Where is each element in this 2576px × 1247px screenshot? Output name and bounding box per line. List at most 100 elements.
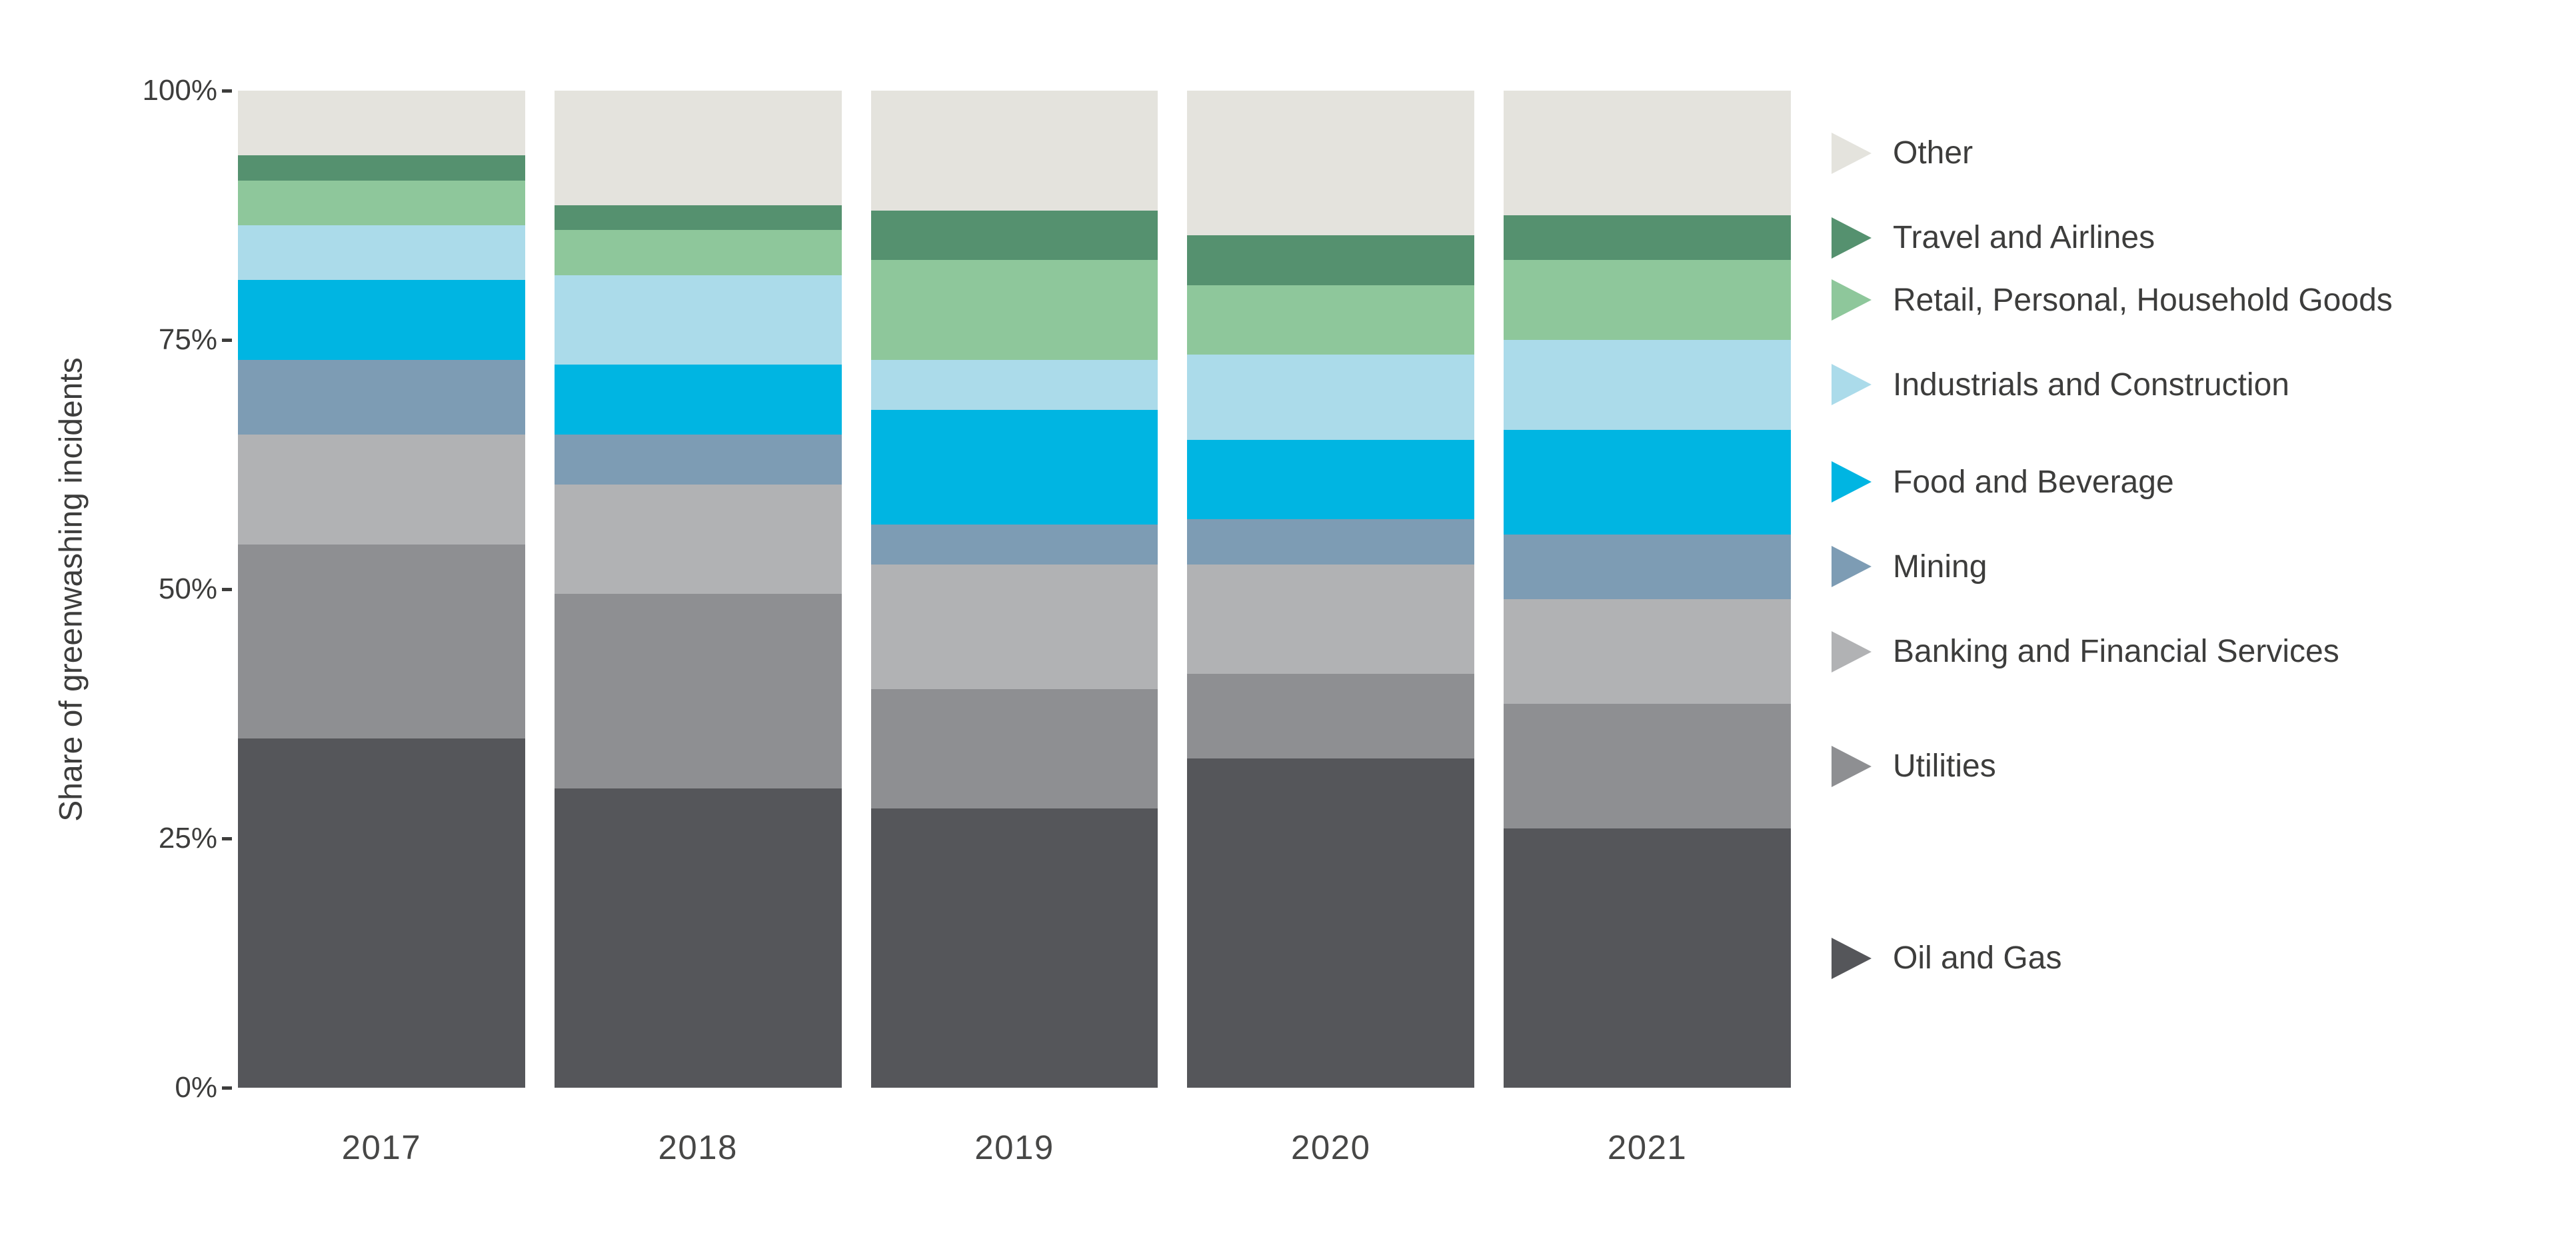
legend-item-label: Mining: [1893, 549, 1987, 585]
legend-item-utilities: Utilities: [1832, 745, 1996, 787]
bar-segment-mining: [1504, 534, 1791, 599]
bar-segment-food-and-beverage: [1504, 429, 1791, 535]
bar-column-2018: [554, 91, 842, 1088]
bar-segment-industrials-and-construction: [1187, 355, 1475, 440]
bar-segment-oil-and-gas: [870, 808, 1158, 1088]
bar-segment-retail-personal-household-goods: [238, 180, 525, 226]
legend-item-food-and-beverage: Food and Beverage: [1832, 461, 2174, 503]
bar-segment-other: [554, 91, 842, 206]
y-tick-label: 25%: [158, 822, 217, 854]
tick-mark: [222, 836, 232, 840]
bar-segment-mining: [554, 435, 842, 485]
bar-segment-industrials-and-construction: [1504, 340, 1791, 430]
legend-item-other: Other: [1832, 132, 1973, 174]
bar-segment-banking-and-financial-services: [1504, 599, 1791, 704]
bar-segment-banking-and-financial-services: [238, 435, 525, 545]
bar-segment-food-and-beverage: [870, 409, 1158, 525]
bar-segment-utilities: [1504, 704, 1791, 829]
legend-triangle-icon: [1832, 217, 1872, 259]
x-label-2020: 2020: [1291, 1128, 1371, 1166]
legend-item-label: Banking and Financial Services: [1893, 634, 2339, 669]
bar-segment-utilities: [1187, 674, 1475, 759]
legend-item-industrials-and-construction: Industrials and Construction: [1832, 364, 2289, 406]
legend-triangle-icon: [1832, 745, 1872, 787]
x-label-2017: 2017: [341, 1128, 422, 1166]
y-tick-label: 50%: [158, 573, 217, 605]
tick-mark: [222, 338, 232, 342]
x-axis: 2017 2018 2019 2020 2021: [238, 1128, 1791, 1167]
y-axis: 0% 25% 50% 75% 100%: [0, 74, 232, 1104]
tick-mark: [222, 89, 232, 93]
bar-segment-travel-and-airlines: [238, 155, 525, 181]
bar-segment-retail-personal-household-goods: [1187, 285, 1475, 355]
bar-segment-utilities: [554, 594, 842, 789]
bar-segment-industrials-and-construction: [238, 225, 525, 281]
y-tick-label: 100%: [142, 74, 217, 107]
bar-segment-other: [1504, 91, 1791, 216]
legend-triangle-icon: [1832, 630, 1872, 672]
bar-column-2017: [238, 91, 525, 1088]
bar-column-2021: [1504, 91, 1791, 1088]
legend: Other Travel and Airlines Retail, Personal…: [1832, 91, 2571, 1088]
legend-item-oil-and-gas: Oil and Gas: [1832, 937, 2062, 979]
tick-mark: [222, 587, 232, 591]
bar-segment-banking-and-financial-services: [554, 484, 842, 595]
bar-segment-oil-and-gas: [238, 738, 525, 1088]
legend-triangle-icon: [1832, 132, 1872, 174]
bar-segment-travel-and-airlines: [1504, 215, 1791, 261]
bar-segment-oil-and-gas: [1187, 758, 1475, 1088]
bar-segment-utilities: [238, 544, 525, 739]
legend-item-label: Utilities: [1893, 748, 1996, 784]
x-label-2019: 2019: [974, 1128, 1054, 1166]
bar-segment-banking-and-financial-services: [870, 564, 1158, 689]
legend-triangle-icon: [1832, 279, 1872, 321]
bar-segment-food-and-beverage: [554, 365, 842, 435]
legend-item-label: Industrials and Construction: [1893, 367, 2289, 403]
legend-item-label: Retail, Personal, Household Goods: [1893, 282, 2393, 318]
legend-item-retail-personal-household-goods: Retail, Personal, Household Goods: [1832, 279, 2393, 321]
bar-segment-mining: [870, 524, 1158, 565]
legend-item-label: Oil and Gas: [1893, 940, 2062, 976]
y-tick-100: 100%: [142, 74, 232, 107]
bar-segment-mining: [1187, 519, 1475, 565]
bar-segment-industrials-and-construction: [870, 359, 1158, 410]
y-tick-25: 25%: [159, 822, 232, 855]
legend-triangle-icon: [1832, 461, 1872, 503]
y-tick-75: 75%: [159, 323, 232, 357]
bar-segment-retail-personal-household-goods: [554, 230, 842, 275]
bar-segment-other: [238, 91, 525, 156]
bar-segment-other: [1187, 91, 1475, 235]
bar-segment-oil-and-gas: [1504, 828, 1791, 1088]
bar-segment-mining: [238, 359, 525, 435]
bar-segment-food-and-beverage: [238, 280, 525, 360]
legend-triangle-icon: [1832, 937, 1872, 979]
bar-segment-retail-personal-household-goods: [870, 260, 1158, 360]
legend-item-label: Other: [1893, 135, 1973, 171]
legend-triangle-icon: [1832, 364, 1872, 406]
legend-item-banking-and-financial-services: Banking and Financial Services: [1832, 630, 2339, 672]
bar-segment-food-and-beverage: [1187, 439, 1475, 520]
bar-segment-banking-and-financial-services: [1187, 564, 1475, 674]
bar-segment-other: [870, 91, 1158, 211]
legend-item-label: Food and Beverage: [1893, 464, 2174, 500]
x-label-2018: 2018: [658, 1128, 738, 1166]
bar-segment-travel-and-airlines: [870, 210, 1158, 261]
bar-column-2019: [870, 91, 1158, 1088]
legend-item-travel-and-airlines: Travel and Airlines: [1832, 217, 2155, 259]
bar-segment-travel-and-airlines: [1187, 235, 1475, 285]
y-tick-0: 0%: [175, 1071, 232, 1104]
plot-area: [238, 91, 1791, 1088]
bar-segment-oil-and-gas: [554, 788, 842, 1088]
y-tick-label: 75%: [158, 323, 217, 356]
tick-mark: [222, 1086, 232, 1090]
y-tick-label: 0%: [175, 1071, 217, 1104]
bar-segment-utilities: [870, 688, 1158, 809]
legend-item-label: Travel and Airlines: [1893, 220, 2155, 256]
x-label-2021: 2021: [1607, 1128, 1688, 1166]
legend-triangle-icon: [1832, 546, 1872, 588]
bar-segment-travel-and-airlines: [554, 205, 842, 231]
bar-column-2020: [1187, 91, 1475, 1088]
y-tick-50: 50%: [159, 573, 232, 606]
bar-segment-retail-personal-household-goods: [1504, 260, 1791, 341]
